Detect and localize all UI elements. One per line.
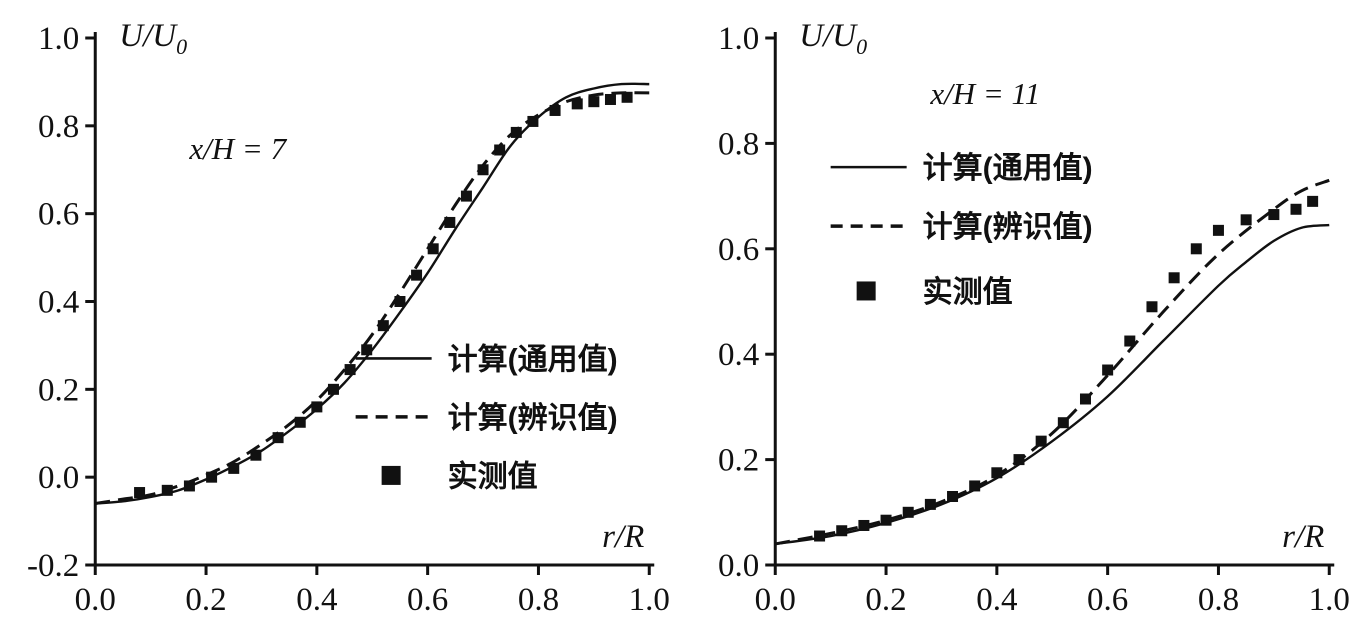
data-point-square (1145, 301, 1157, 313)
data-point-square (1057, 417, 1069, 429)
x-axis-label: r/R (602, 519, 644, 555)
legend-label: 计算(辨识值) (448, 401, 618, 435)
chart-xh11: 0.0 0.2 0.4 0.6 0.8 1.0 0.0 0.2 0.4 0.6 0.8 1.0 U/U0… (680, 0, 1359, 627)
data-point-square (377, 320, 389, 332)
data-point-square (990, 467, 1002, 479)
y-tick-label: 1.0 (718, 21, 759, 57)
data-point-square (460, 190, 472, 202)
data-point-square (250, 449, 262, 461)
y-axis-label: U/U0 (119, 18, 187, 59)
data-point-square (206, 471, 218, 483)
data-point-square (588, 96, 600, 108)
legend-square-sample (381, 465, 401, 485)
data-point-square (494, 144, 506, 156)
x-tick-label: 0.8 (1197, 582, 1238, 618)
series-solid-path (95, 82, 650, 505)
y-axis-label: U/U0 (799, 18, 867, 59)
data-point-square (361, 344, 373, 356)
x-tick-label: 0.6 (1087, 582, 1128, 618)
y-tick-label: 1.0 (38, 21, 79, 57)
data-point-square (1290, 203, 1302, 215)
data-point-square (924, 498, 936, 510)
data-point-square (1190, 243, 1202, 255)
y-tick-label: 0.2 (38, 372, 79, 408)
x-tick-label: 0.2 (185, 582, 226, 618)
data-point-square (813, 530, 825, 542)
data-point-square (968, 480, 980, 492)
data-point-square (394, 296, 406, 307)
data-point-square (1168, 272, 1180, 284)
data-point-square (444, 216, 456, 228)
data-point-square (161, 484, 173, 496)
data-point-square (344, 364, 356, 376)
data-point-square (621, 91, 633, 103)
legend-label: 计算(通用值) (922, 151, 1092, 185)
data-point-square (857, 519, 869, 531)
y-tick-label: 0.8 (38, 109, 79, 145)
y-tick-label: 0.6 (718, 232, 759, 268)
data-point-square (1035, 435, 1047, 447)
data-point-square (1306, 195, 1318, 207)
data-point-square (1240, 214, 1252, 226)
chart-xh7: 0.0 0.2 0.4 0.6 0.8 1.0 -0.2 0.0 0.2 0.4 0.6 0.8 1.0… (27, 18, 670, 618)
x-tick-label: 1.0 (1308, 582, 1349, 618)
y-tick-label: 0.4 (38, 285, 79, 321)
data-point-square (835, 525, 847, 537)
data-point-square (1212, 224, 1224, 236)
data-point-square (1013, 454, 1025, 466)
x-tick-label: 0.0 (75, 582, 116, 618)
x-axis-label: r/R (1282, 519, 1324, 555)
data-point-square (1267, 209, 1279, 221)
data-point-square (902, 506, 914, 518)
y-tick-label: 0.2 (718, 443, 759, 479)
series-solid-path (774, 223, 1329, 546)
data-point-square (946, 490, 958, 502)
x-tick-label: 0.6 (407, 582, 448, 618)
annotation-label: x/H = 7 (188, 131, 287, 166)
y-tick-label: 0.6 (38, 197, 79, 233)
data-point-square (510, 126, 522, 138)
data-point-square (272, 432, 284, 444)
data-point-square (427, 243, 439, 255)
data-point-square (327, 383, 339, 395)
data-point-square (549, 104, 561, 116)
y-tick-label: 0.8 (718, 126, 759, 162)
data-point-square (1079, 393, 1091, 405)
x-tick-label: 0.8 (518, 582, 559, 618)
data-point-square (571, 98, 583, 110)
legend-label: 实测值 (922, 275, 1012, 309)
data-point-square (604, 93, 616, 105)
legend-square-sample (856, 281, 876, 301)
y-tick-label: -0.2 (27, 548, 79, 584)
data-point-square (311, 401, 323, 413)
legend-label: 计算(通用值) (448, 342, 618, 376)
data-point-square (1101, 364, 1113, 376)
legend-label: 实测值 (448, 459, 538, 493)
data-point-square (411, 269, 423, 281)
chart-xh7-svg: 0.0 0.2 0.4 0.6 0.8 1.0-0.20.00.20.40.60.81.0… (27, 18, 670, 618)
chart-xh11-svg: 0.0 0.2 0.4 0.6 0.8 1.0 0.0 0.2 0.4 0.6 0.8 1.0 U/U0… (718, 18, 1350, 618)
series-dashed-path (95, 91, 650, 505)
data-point-square (527, 115, 539, 127)
data-point-square (880, 514, 892, 526)
data-point-square (228, 462, 240, 474)
x-tick-label: 0.2 (865, 582, 906, 618)
data-point-square (134, 487, 146, 499)
data-point-square (294, 416, 306, 428)
x-tick-label: 0.0 (754, 582, 795, 618)
data-point-square (477, 164, 489, 176)
annotation-label: x/H = 11 (929, 76, 1040, 111)
y-tick-label: 0.0 (38, 460, 79, 496)
data-point-square (183, 480, 195, 492)
y-tick-label: 0.4 (718, 337, 759, 373)
x-tick-label: 0.4 (296, 582, 337, 618)
data-point-square (1123, 335, 1135, 347)
x-tick-label: 1.0 (629, 582, 670, 618)
legend-label: 计算(辨识值) (922, 210, 1092, 244)
x-tick-label: 0.4 (976, 582, 1017, 618)
y-tick-label: 0.0 (718, 548, 759, 584)
